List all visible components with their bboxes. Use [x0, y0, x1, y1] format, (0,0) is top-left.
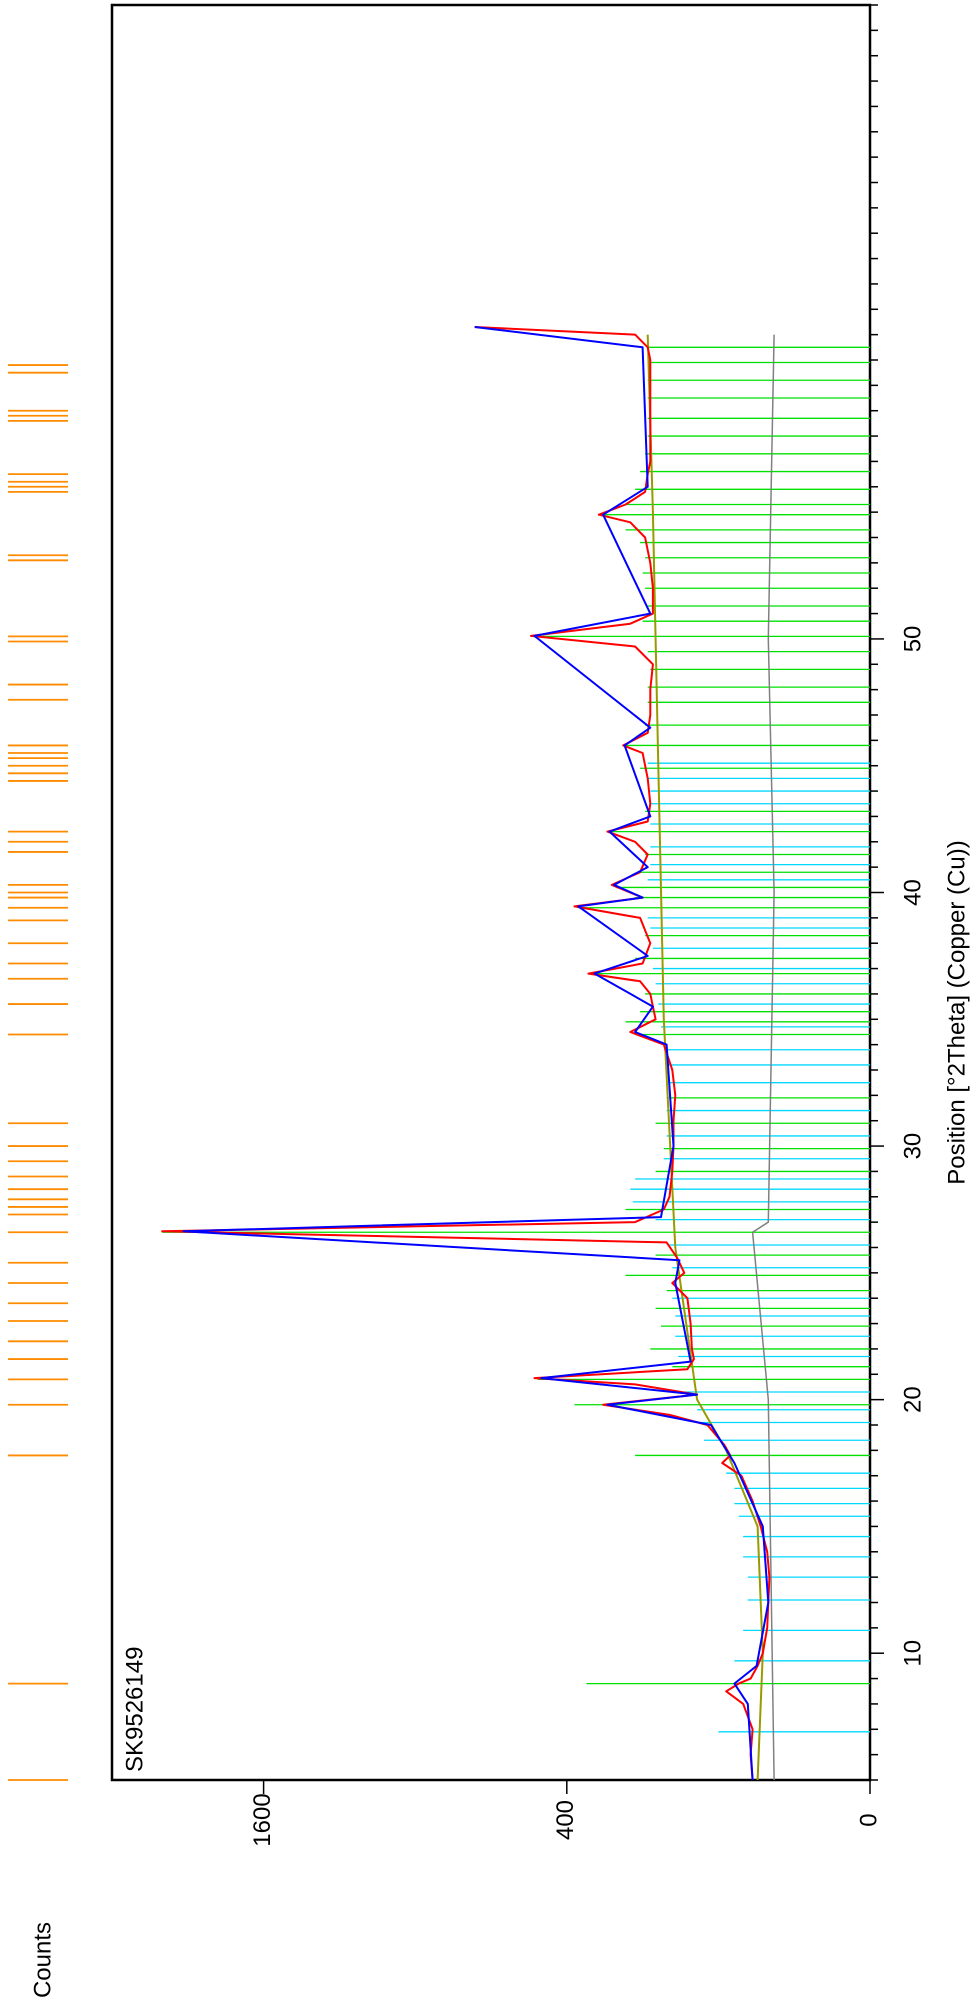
y-tick-label: 0 — [855, 1813, 882, 1826]
x-tick-label: 30 — [899, 1133, 926, 1160]
series-calculated-line — [182, 326, 770, 1781]
series-difference-line — [751, 334, 775, 1781]
axis-ticks: 10 20 30 40 50 0 400 1600 — [249, 4, 926, 1847]
x-tick-label: 50 — [899, 626, 926, 653]
x-axis-label: Position [°2Theta] (Copper (Cu)) — [943, 840, 970, 1184]
series-lines — [161, 326, 775, 1781]
y-tick-label: 1600 — [249, 1793, 276, 1846]
series-background-line — [646, 334, 764, 1781]
y-axis-label: Counts — [29, 1922, 56, 1998]
reflection-markers — [8, 364, 68, 1781]
x-tick-label: 20 — [899, 1386, 926, 1413]
chart-title: SK9526149 — [121, 1647, 148, 1772]
x-tick-label: 40 — [899, 879, 926, 906]
x-tick-label: 10 — [899, 1640, 926, 1667]
series-observed-line — [161, 326, 771, 1781]
y-tick-label: 400 — [552, 1800, 579, 1840]
